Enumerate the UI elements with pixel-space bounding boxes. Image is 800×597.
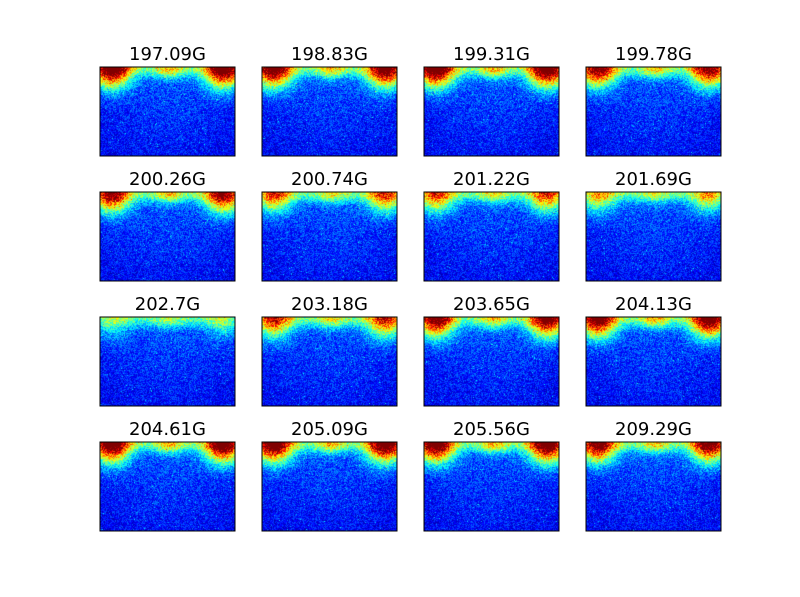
panel-12: 204.13G [585, 294, 722, 407]
panel-title: 201.22G [453, 169, 530, 190]
panel-frame [423, 191, 560, 282]
panel-4: 199.78G [585, 44, 722, 157]
panel-frame [585, 66, 722, 157]
panel-heatmap [586, 192, 721, 281]
panel-frame [99, 191, 236, 282]
panel-heatmap [586, 442, 721, 531]
panel-frame [585, 316, 722, 407]
panel-heatmap [100, 442, 235, 531]
panel-title: 204.61G [129, 419, 206, 440]
panel-frame [423, 66, 560, 157]
panel-heatmap [586, 67, 721, 156]
panel-16: 209.29G [585, 419, 722, 532]
panel-title: 201.69G [615, 169, 692, 190]
panel-13: 204.61G [99, 419, 236, 532]
panel-9: 202.7G [99, 294, 236, 407]
panel-heatmap [424, 442, 559, 531]
panel-heatmap [262, 67, 397, 156]
panel-frame [423, 441, 560, 532]
panel-title: 200.74G [291, 169, 368, 190]
panel-frame [261, 66, 398, 157]
panel-title: 203.18G [291, 294, 368, 315]
panel-title: 209.29G [615, 419, 692, 440]
panel-frame [423, 316, 560, 407]
panel-heatmap [100, 192, 235, 281]
panel-6: 200.74G [261, 169, 398, 282]
panel-title: 198.83G [291, 44, 368, 65]
panel-14: 205.09G [261, 419, 398, 532]
panel-3: 199.31G [423, 44, 560, 157]
panel-title: 199.78G [615, 44, 692, 65]
panel-title: 204.13G [615, 294, 692, 315]
panel-grid: 197.09G 198.83G 199.31G 199.78G 200.26G 200.7… [99, 44, 722, 532]
panel-15: 205.56G [423, 419, 560, 532]
panel-frame [261, 191, 398, 282]
panel-title: 197.09G [129, 44, 206, 65]
panel-frame [261, 316, 398, 407]
panel-frame [99, 66, 236, 157]
panel-8: 201.69G [585, 169, 722, 282]
panel-5: 200.26G [99, 169, 236, 282]
panel-title: 203.65G [453, 294, 530, 315]
panel-frame [99, 316, 236, 407]
panel-heatmap [586, 317, 721, 406]
panel-7: 201.22G [423, 169, 560, 282]
panel-title: 205.09G [291, 419, 368, 440]
panel-heatmap [262, 442, 397, 531]
panel-frame [585, 441, 722, 532]
panel-heatmap [100, 67, 235, 156]
panel-heatmap [424, 192, 559, 281]
panel-1: 197.09G [99, 44, 236, 157]
panel-heatmap [100, 317, 235, 406]
panel-frame [261, 441, 398, 532]
panel-frame [99, 441, 236, 532]
panel-2: 198.83G [261, 44, 398, 157]
panel-title: 205.56G [453, 419, 530, 440]
panel-title: 199.31G [453, 44, 530, 65]
panel-heatmap [424, 67, 559, 156]
panel-11: 203.65G [423, 294, 560, 407]
panel-10: 203.18G [261, 294, 398, 407]
panel-heatmap [262, 317, 397, 406]
panel-heatmap [262, 192, 397, 281]
panel-frame [585, 191, 722, 282]
panel-title: 202.7G [135, 294, 200, 315]
panel-heatmap [424, 317, 559, 406]
panel-title: 200.26G [129, 169, 206, 190]
